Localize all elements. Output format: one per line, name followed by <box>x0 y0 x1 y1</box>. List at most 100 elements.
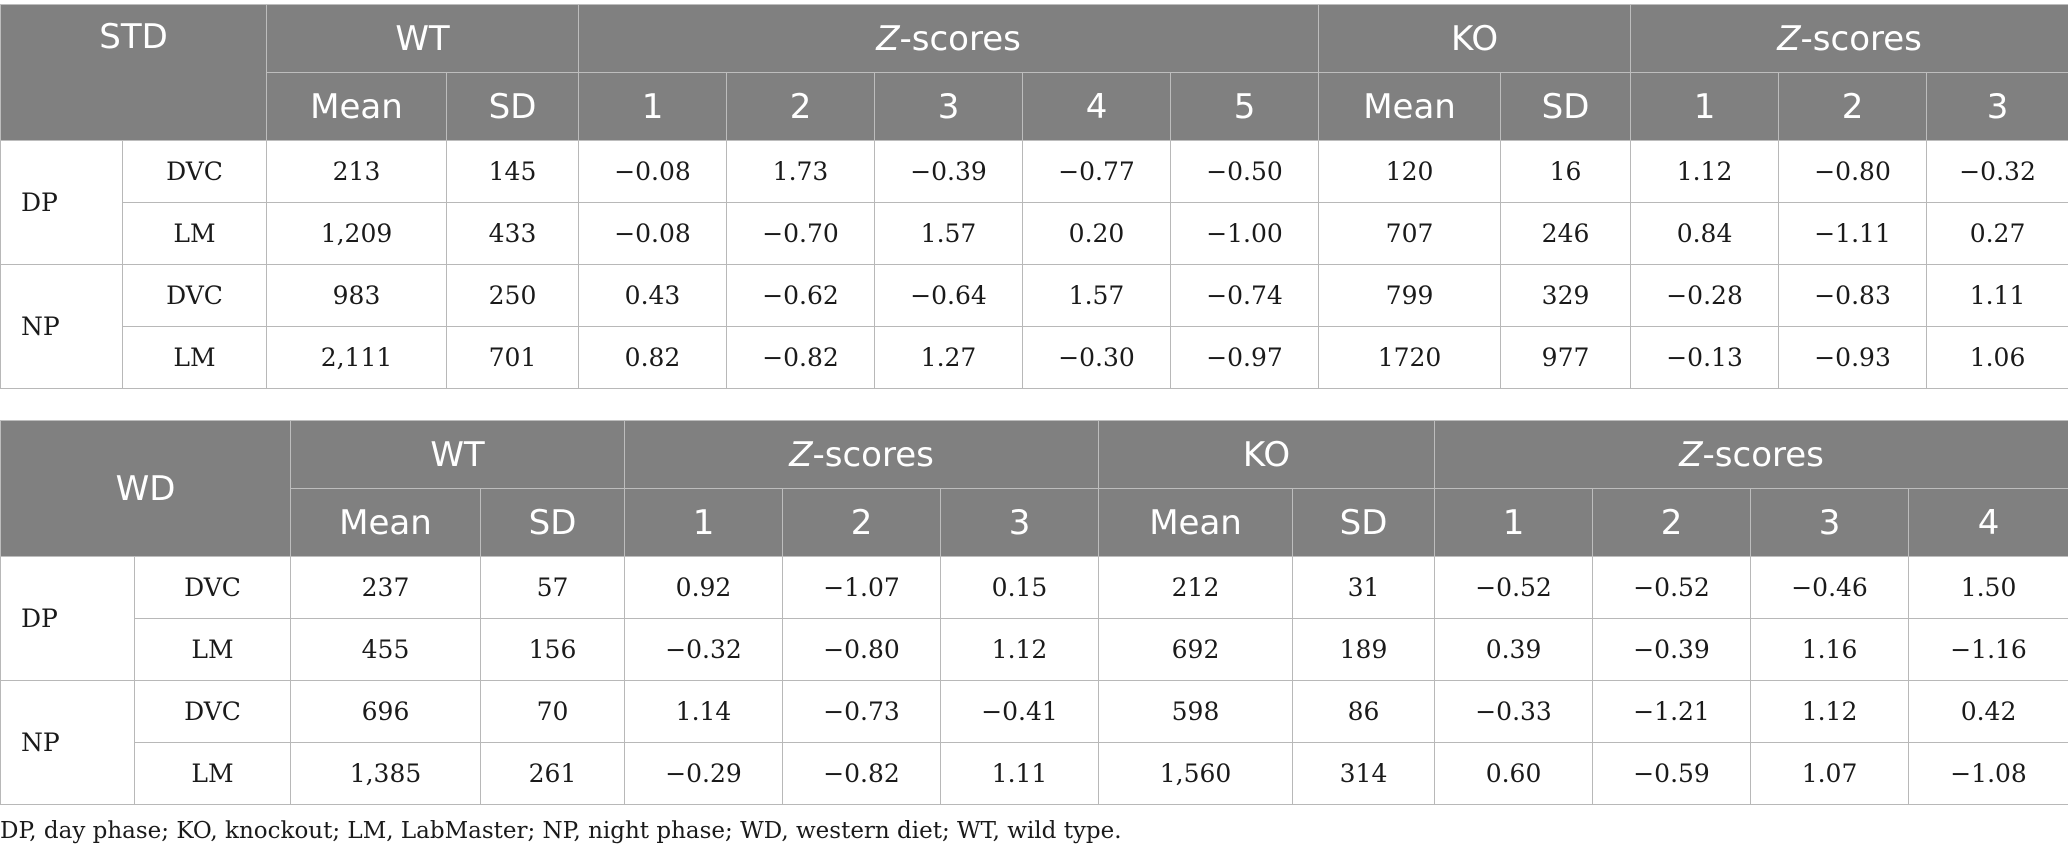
table-cell: 0.20 <box>1022 202 1172 265</box>
table-cell: 213 <box>266 140 447 203</box>
table-cell: 1.14 <box>624 680 784 743</box>
table-cell: 1.12 <box>1630 140 1780 203</box>
table-cell: −0.52 <box>1592 556 1752 619</box>
table-cell: 1720 <box>1318 326 1502 389</box>
z-scores-group-header: Z-scores <box>1434 420 2068 489</box>
table-cell: −0.64 <box>874 264 1024 327</box>
table-row: LM 1,385 261 −0.29 −0.82 1.11 1,560 314 … <box>1 742 2068 805</box>
table-cell: −0.39 <box>1592 618 1752 681</box>
table-cell: 261 <box>479 742 626 805</box>
table-cell: −0.32 <box>624 618 784 681</box>
table-cell: −1.21 <box>1592 680 1752 743</box>
table-cell: 70 <box>479 680 626 743</box>
z-scores-group-header: Z-scores <box>1630 4 2068 73</box>
column-header: 2 <box>1778 72 1928 141</box>
table-cell: 0.15 <box>940 556 1100 619</box>
row-label: LM <box>134 742 291 805</box>
wt-group-header: WT <box>289 420 626 489</box>
table-cell: 1.73 <box>726 140 876 203</box>
table-cell: 1.12 <box>940 618 1100 681</box>
row-group-label: DP <box>0 556 135 681</box>
row-label: LM <box>134 618 291 681</box>
table-cell: 156 <box>479 618 626 681</box>
table-cell: −0.74 <box>1170 264 1320 327</box>
table-cell: −1.07 <box>782 556 942 619</box>
table-cell: 1,385 <box>290 742 481 805</box>
table-cell: −0.77 <box>1022 140 1172 203</box>
table-cell: 329 <box>1500 264 1632 327</box>
column-header: 3 <box>1750 488 1910 557</box>
table-cell: 0.60 <box>1434 742 1594 805</box>
row-label: LM <box>122 202 267 265</box>
column-header: Mean <box>290 488 481 557</box>
table-cell: 1.11 <box>1926 264 2068 327</box>
table-cell: −0.41 <box>940 680 1100 743</box>
table-footnote: DP, day phase; KO, knockout; LM, LabMast… <box>0 818 1122 844</box>
table-cell: 1,209 <box>266 202 447 265</box>
column-header: SD <box>479 488 626 557</box>
column-header: 3 <box>874 72 1024 141</box>
column-header: 1 <box>624 488 784 557</box>
table-cell: −0.33 <box>1434 680 1594 743</box>
table-cell: 1.07 <box>1750 742 1910 805</box>
table-cell: −0.83 <box>1778 264 1928 327</box>
table-row: NP DVC 696 70 1.14 −0.73 −0.41 598 86 −0… <box>0 680 2068 805</box>
table-cell: 0.39 <box>1434 618 1594 681</box>
table-cell: 16 <box>1500 140 1632 203</box>
table-cell: 692 <box>1098 618 1294 681</box>
table-cell: −0.29 <box>624 742 784 805</box>
table-row: LM 455 156 −0.32 −0.80 1.12 692 189 0.39… <box>1 618 2068 681</box>
table-cell: −0.50 <box>1170 140 1320 203</box>
table-cell: 1.27 <box>874 326 1024 389</box>
table-corner-label: WD <box>0 420 291 557</box>
table-cell: −0.30 <box>1022 326 1172 389</box>
wd-table: WD WT Z-scores KO Z-scores Mean SD 1 2 3… <box>0 420 2068 805</box>
table-cell: 246 <box>1500 202 1632 265</box>
table-cell: 433 <box>445 202 580 265</box>
table-cell: 455 <box>290 618 481 681</box>
table-cell: 1.57 <box>874 202 1024 265</box>
table-cell: 250 <box>445 264 580 327</box>
table-cell: 707 <box>1318 202 1502 265</box>
table-cell: 0.82 <box>578 326 728 389</box>
table-cell: 983 <box>266 264 447 327</box>
table-cell: 237 <box>290 556 481 619</box>
column-header: 3 <box>1926 72 2068 141</box>
table-cell: 212 <box>1098 556 1294 619</box>
column-header: SD <box>445 72 580 141</box>
ko-group-header: KO <box>1318 4 1632 73</box>
column-header: SD <box>1500 72 1632 141</box>
row-label: DVC <box>134 680 291 743</box>
table-cell: 799 <box>1318 264 1502 327</box>
table-cell: 145 <box>445 140 580 203</box>
table-cell: 1,560 <box>1098 742 1294 805</box>
std-table: STD WT Z-scores KO Z-scores Mean SD 1 2 … <box>0 4 2068 389</box>
table-cell: 977 <box>1500 326 1632 389</box>
table-cell: 1.06 <box>1926 326 2068 389</box>
table-cell: −0.52 <box>1434 556 1594 619</box>
column-header: 2 <box>1592 488 1752 557</box>
table-cell: −1.08 <box>1908 742 2068 805</box>
table-cell: −0.32 <box>1926 140 2068 203</box>
table-cell: 1.16 <box>1750 618 1910 681</box>
table-cell: −0.13 <box>1630 326 1780 389</box>
column-header: 2 <box>726 72 876 141</box>
table-row: DP DVC 213 145 −0.08 1.73 −0.39 −0.77 −0… <box>0 140 2068 265</box>
row-group-label: NP <box>0 680 135 805</box>
column-header: 1 <box>1434 488 1594 557</box>
column-header: 4 <box>1908 488 2068 557</box>
table-cell: 57 <box>479 556 626 619</box>
table-cell: −0.82 <box>782 742 942 805</box>
table-cell: −0.39 <box>874 140 1024 203</box>
column-header: 1 <box>1630 72 1780 141</box>
table-row: DP DVC 237 57 0.92 −1.07 0.15 212 31 −0.… <box>0 556 2068 681</box>
column-header: 1 <box>578 72 728 141</box>
table-cell: 86 <box>1292 680 1436 743</box>
table-cell: 31 <box>1292 556 1436 619</box>
table-cell: −0.97 <box>1170 326 1320 389</box>
table-cell: 0.92 <box>624 556 784 619</box>
table-cell: −0.08 <box>578 202 728 265</box>
row-label: DVC <box>122 264 267 327</box>
table-cell: 1.50 <box>1908 556 2068 619</box>
table-cell: −0.08 <box>578 140 728 203</box>
